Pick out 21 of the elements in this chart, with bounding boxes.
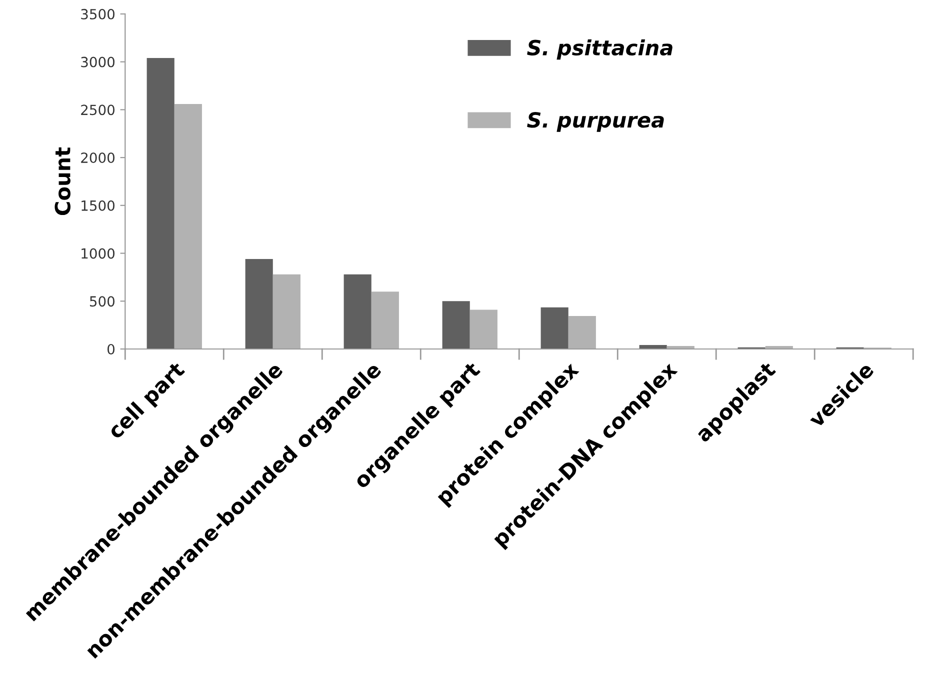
bar	[540, 307, 568, 349]
y-tick-label: 0	[108, 344, 114, 354]
y-axis-title: Count	[54, 147, 70, 216]
y-tick-label: 1000	[82, 248, 114, 259]
y-tick-label: 3000	[81, 56, 114, 68]
y-tick-label: 1500	[82, 200, 114, 211]
bar	[272, 274, 300, 349]
bar	[245, 259, 273, 349]
bar	[470, 310, 498, 349]
y-tick-label: 500	[90, 296, 114, 307]
bar	[344, 274, 372, 349]
bar	[174, 104, 202, 349]
bar	[371, 292, 399, 349]
legend-label: S. purpurea	[527, 112, 664, 132]
y-tick-label: 2000	[81, 152, 114, 164]
y-tick-label: 3500	[81, 8, 114, 20]
bar	[442, 301, 470, 349]
bar	[146, 58, 174, 349]
legend-label: S. psittacina	[527, 39, 672, 60]
y-tick-label: 2500	[81, 104, 114, 116]
bar	[568, 316, 596, 349]
